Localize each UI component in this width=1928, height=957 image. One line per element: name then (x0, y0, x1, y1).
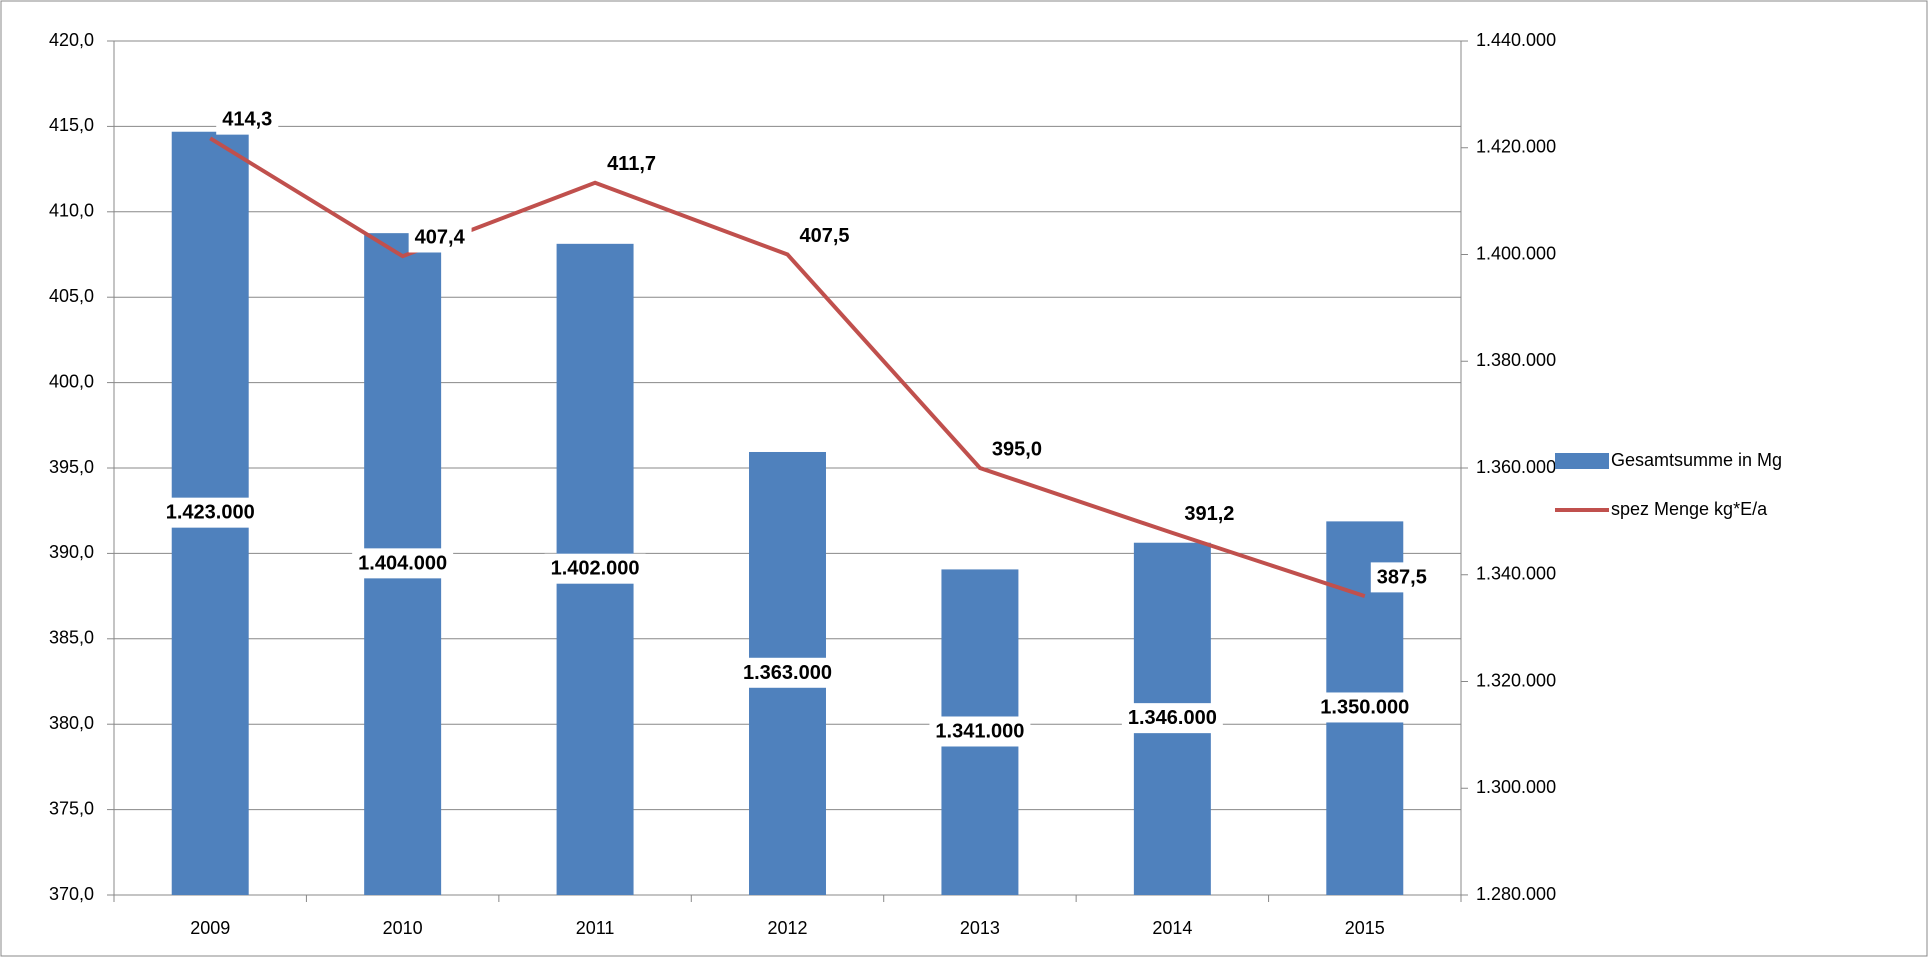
x-tick-label: 2013 (960, 918, 1000, 938)
data-label: 1.341.000 (935, 720, 1024, 742)
y2-tick-label: 1.340.000 (1476, 564, 1556, 584)
y2-tick-label: 1.380.000 (1476, 350, 1556, 370)
legend-swatch (1555, 453, 1609, 469)
data-label-bg (159, 497, 261, 528)
y-tick-label: 405,0 (49, 286, 94, 306)
y2-tick-label: 1.280.000 (1476, 884, 1556, 904)
data-label: 407,5 (800, 225, 850, 247)
data-label: 1.423.000 (166, 502, 255, 524)
data-label: 1.404.000 (358, 552, 447, 574)
x-tick-label: 2014 (1152, 918, 1192, 938)
y-tick-label: 420,0 (49, 30, 94, 50)
y2-tick-label: 1.360.000 (1476, 457, 1556, 477)
data-label-bg (408, 222, 472, 253)
data-label-bg (1314, 692, 1416, 723)
data-label-bg (985, 434, 1048, 465)
y-tick-label: 400,0 (49, 371, 94, 391)
data-label-bg (1370, 562, 1433, 593)
data-label: 1.346.000 (1128, 707, 1217, 729)
y-tick-label: 370,0 (49, 884, 94, 904)
y-tick-label: 375,0 (49, 798, 94, 818)
data-label-bg (793, 220, 856, 251)
x-tick-label: 2010 (383, 918, 423, 938)
y-tick-label: 410,0 (49, 201, 94, 221)
data-label-bg (544, 553, 646, 584)
data-label: 414,3 (222, 109, 272, 131)
data-label: 395,0 (992, 438, 1042, 460)
y2-tick-label: 1.440.000 (1476, 30, 1556, 50)
data-label: 387,5 (1377, 566, 1427, 588)
data-label-bg (929, 716, 1031, 747)
y2-tick-label: 1.420.000 (1476, 137, 1556, 157)
y-tick-label: 415,0 (49, 115, 94, 135)
data-label-bg (216, 104, 279, 135)
data-label-bg (1121, 703, 1223, 734)
data-label-bg (352, 548, 454, 579)
x-tick-label: 2009 (190, 918, 230, 938)
data-label: 391,2 (1184, 503, 1234, 525)
y-tick-label: 390,0 (49, 542, 94, 562)
y2-tick-label: 1.320.000 (1476, 670, 1556, 690)
y-tick-label: 385,0 (49, 628, 94, 648)
x-tick-label: 2011 (576, 918, 615, 938)
data-label: 1.363.000 (743, 662, 832, 684)
legend-label: Gesamtsumme in Mg (1611, 450, 1782, 470)
x-tick-label: 2012 (767, 918, 807, 938)
line (209, 136, 1366, 599)
legend-label: spez Menge kg*E/a (1611, 499, 1768, 519)
y-tick-label: 380,0 (49, 713, 94, 733)
x-tick-label: 2015 (1345, 918, 1385, 938)
data-label-bg (737, 657, 838, 688)
y2-tick-label: 1.400.000 (1476, 243, 1556, 263)
y-tick-label: 395,0 (49, 457, 94, 477)
data-label-bg (1178, 499, 1241, 530)
data-label: 407,4 (415, 226, 466, 248)
data-label-bg (601, 149, 663, 180)
data-label: 411,7 (607, 153, 656, 175)
data-label: 1.402.000 (551, 558, 640, 580)
data-label: 1.350.000 (1320, 696, 1409, 718)
y2-tick-label: 1.300.000 (1476, 777, 1556, 797)
